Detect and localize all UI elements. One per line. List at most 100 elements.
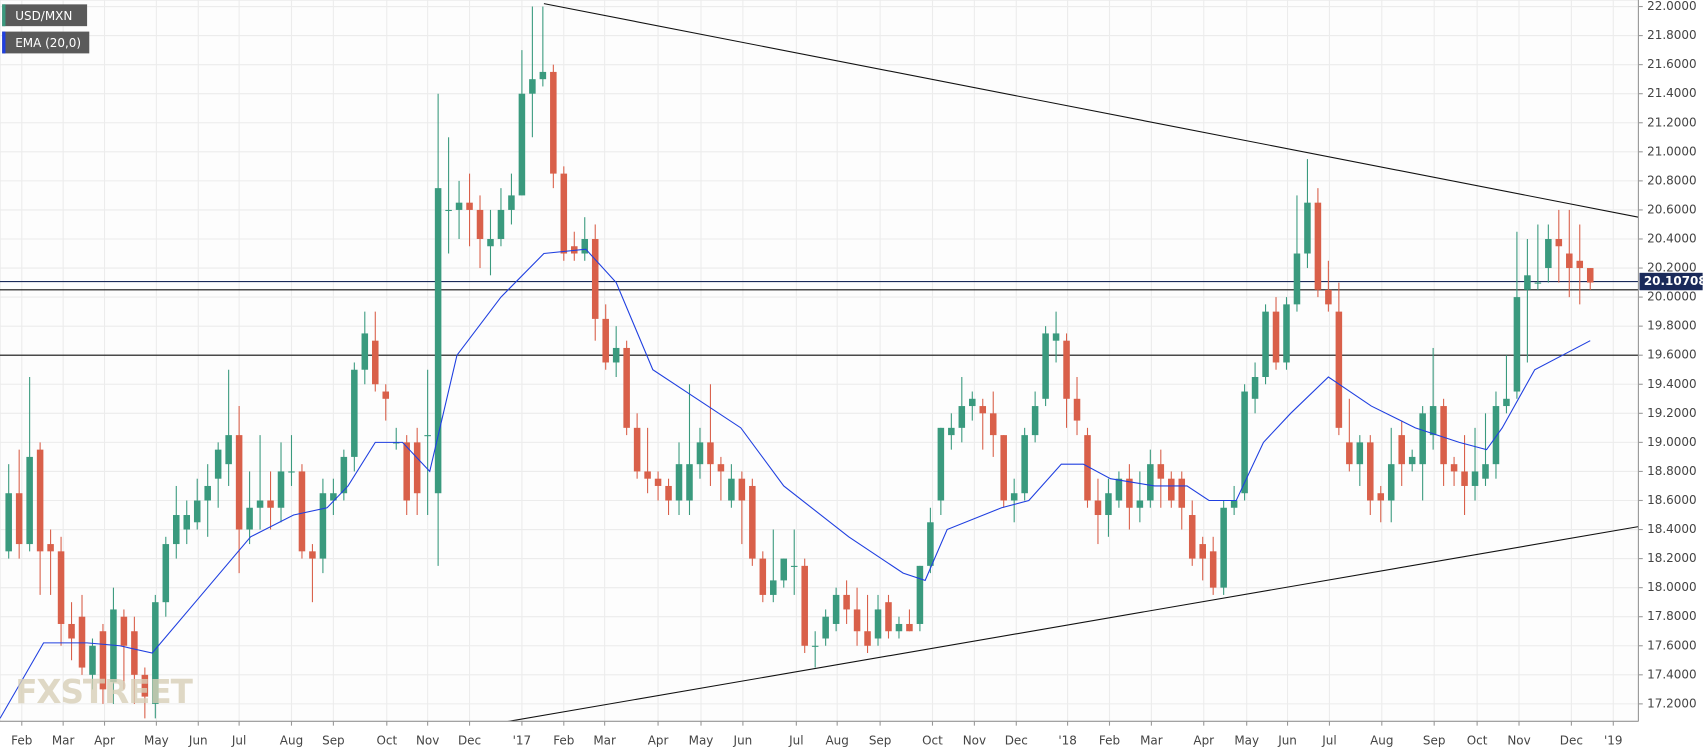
- x-tick-label: Apr: [94, 733, 115, 747]
- candle-body: [937, 427, 945, 501]
- candle-body: [853, 609, 861, 632]
- candle-body: [445, 209, 452, 212]
- legend: USD/MXN EMA (20,0): [2, 4, 90, 54]
- candle-body: [686, 464, 693, 501]
- x-tick-label: Dec: [1005, 733, 1028, 747]
- y-tick-label: 17.2000: [1647, 696, 1696, 710]
- legend-label: EMA (20,0): [15, 36, 81, 50]
- x-tick-label: Mar: [52, 733, 75, 747]
- candle-body: [455, 202, 463, 210]
- legend-label: USD/MXN: [15, 9, 72, 23]
- candle-body: [811, 645, 819, 647]
- candle-body: [581, 238, 589, 254]
- last-price-label: 20.10708: [1644, 274, 1707, 288]
- candle-body: [1482, 464, 1489, 479]
- candle-body: [1534, 282, 1542, 284]
- candle-body: [1576, 260, 1584, 269]
- candle-body: [68, 623, 75, 639]
- x-tick-label: Aug: [280, 733, 303, 747]
- candle-body: [801, 565, 808, 646]
- candle-body: [665, 485, 672, 501]
- x-tick-label: Jul: [231, 733, 246, 747]
- x-tick-label: Jun: [188, 733, 208, 747]
- candle-body: [246, 507, 253, 530]
- y-tick-label: 22.0000: [1647, 0, 1696, 13]
- y-tick-label: 21.8000: [1647, 28, 1696, 42]
- candle-body: [434, 188, 442, 494]
- y-tick-label: 19.0000: [1647, 435, 1696, 449]
- y-tick-label: 21.6000: [1647, 57, 1696, 71]
- candle-body: [256, 500, 264, 508]
- candle-body: [487, 238, 494, 247]
- candle-body: [1063, 340, 1070, 399]
- candle-body: [183, 515, 191, 530]
- legend-box: [2, 31, 90, 54]
- y-tick-label: 20.2000: [1647, 261, 1696, 275]
- candle-body: [1199, 544, 1206, 559]
- candle-body: [214, 449, 222, 479]
- x-tick-label: Nov: [963, 733, 986, 747]
- candle-body: [948, 427, 955, 436]
- candle-body: [1094, 500, 1102, 516]
- candle-body: [120, 616, 128, 646]
- x-tick-label: Oct: [922, 733, 943, 747]
- candle-body: [1283, 304, 1290, 363]
- candle-body: [319, 493, 327, 559]
- candle-body: [822, 616, 829, 639]
- x-tick-label: Feb: [553, 733, 574, 747]
- candle-body: [1524, 275, 1531, 290]
- x-tick-label: Feb: [1099, 733, 1120, 747]
- candle-body: [707, 442, 714, 465]
- candle-body: [602, 318, 609, 363]
- candle-body: [1115, 478, 1123, 501]
- candle-body: [1042, 333, 1049, 399]
- candle-body: [1450, 464, 1458, 472]
- candle-body: [759, 558, 767, 595]
- candle-body: [204, 485, 211, 501]
- y-tick-label: 19.6000: [1647, 348, 1696, 362]
- candle-body: [591, 238, 599, 319]
- y-tick-label: 18.0000: [1647, 580, 1696, 594]
- candle-body: [539, 71, 547, 80]
- candle-body: [47, 544, 54, 552]
- candle-body: [267, 500, 274, 508]
- candle-body: [885, 602, 892, 632]
- y-tick-label: 18.8000: [1647, 464, 1696, 478]
- x-tick-label: Dec: [458, 733, 481, 747]
- candle-body: [1545, 238, 1552, 269]
- candle-body: [1440, 406, 1447, 465]
- candle-body: [633, 427, 641, 472]
- candle-body: [1052, 333, 1060, 341]
- candle-body: [225, 435, 232, 465]
- candle-body: [57, 551, 65, 624]
- candle-body: [162, 544, 170, 603]
- y-tick-label: 19.4000: [1647, 377, 1696, 391]
- candle-body: [1126, 478, 1133, 508]
- candle-body: [644, 471, 651, 479]
- candle-body: [675, 464, 683, 501]
- candle-body: [780, 558, 788, 581]
- candle-body: [1325, 289, 1332, 305]
- candle-body: [1408, 456, 1416, 465]
- candle-body: [1168, 478, 1175, 501]
- candle-body: [403, 442, 410, 501]
- x-tick-label: Dec: [1560, 733, 1583, 747]
- candle-body: [1147, 464, 1154, 501]
- candle-body: [1031, 406, 1039, 436]
- candle-body: [1419, 413, 1426, 465]
- candle-body: [958, 406, 966, 428]
- candle-body: [1513, 297, 1521, 392]
- candle-body: [1073, 398, 1081, 421]
- x-tick-label: Nov: [416, 733, 439, 747]
- x-tick-label: Mar: [1140, 733, 1163, 747]
- candle-body: [340, 456, 348, 494]
- y-tick-label: 17.6000: [1647, 638, 1696, 652]
- candle-body: [790, 565, 798, 567]
- y-tick-label: 20.0000: [1647, 290, 1696, 304]
- candle-body: [1398, 435, 1405, 465]
- candle-body: [1178, 478, 1186, 508]
- x-tick-label: Jul: [1321, 733, 1336, 747]
- candle-body: [906, 623, 913, 632]
- candle-body: [330, 493, 337, 501]
